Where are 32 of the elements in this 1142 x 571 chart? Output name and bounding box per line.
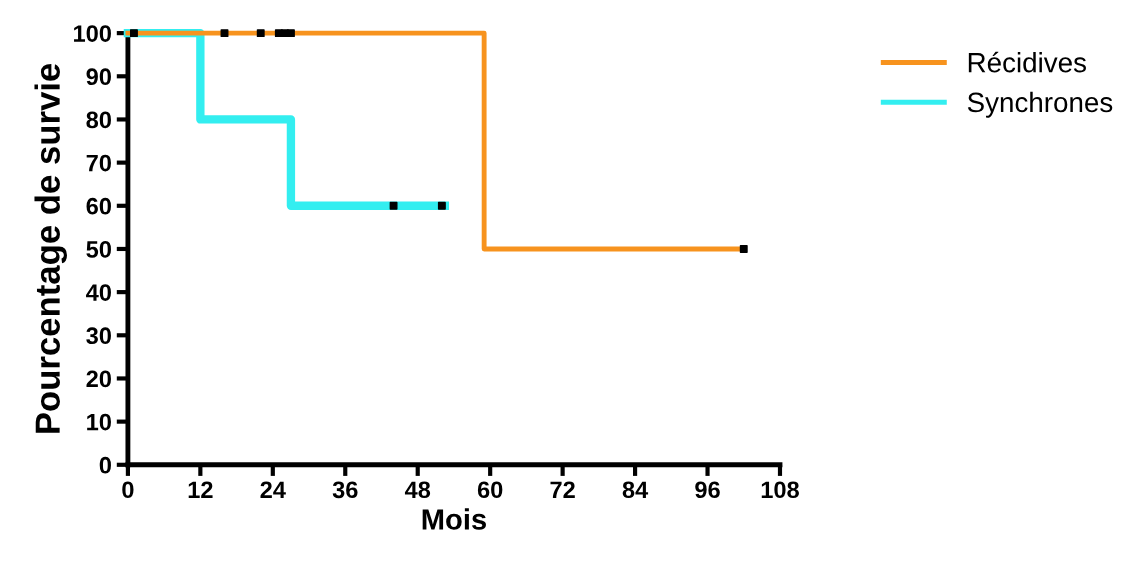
x-tick-label: 0 [122,481,134,499]
y-tick-label: 30 [86,327,111,345]
legend-label: Récidives [968,51,1086,73]
y-tick-label: 60 [86,197,111,215]
y-tick-label: 50 [86,241,111,258]
y-tick-label: 20 [86,370,111,388]
x-tick-label: 48 [404,481,431,499]
legend-label: Synchrones [967,91,1113,118]
point [437,201,446,210]
x-tick-label: 72 [550,481,575,498]
y-tick-label: 70 [86,154,111,172]
y-axis-title: Pourcentage de survie [34,63,67,433]
y-tick-label: 100 [74,25,111,42]
y-tick-label: 90 [86,68,111,86]
point [129,29,138,38]
x-tick-label: 12 [188,481,213,498]
point [220,29,229,38]
y-tick-label: 80 [86,111,111,129]
point [389,201,398,210]
point [286,29,295,38]
x-axis-title: Mois [422,508,486,530]
x-tick-label: 108 [761,481,799,499]
y-tick-label: 10 [87,413,111,431]
y-tick-label: 0 [99,456,111,474]
point [256,29,265,38]
y-tick-label: 40 [86,284,111,301]
x-tick-label: 96 [695,481,720,499]
x-tick-label: 84 [622,481,649,499]
x-tick-label: 36 [332,481,358,499]
x-tick-label: 24 [260,481,286,498]
x-tick-label: 60 [477,481,503,499]
point [739,245,748,253]
